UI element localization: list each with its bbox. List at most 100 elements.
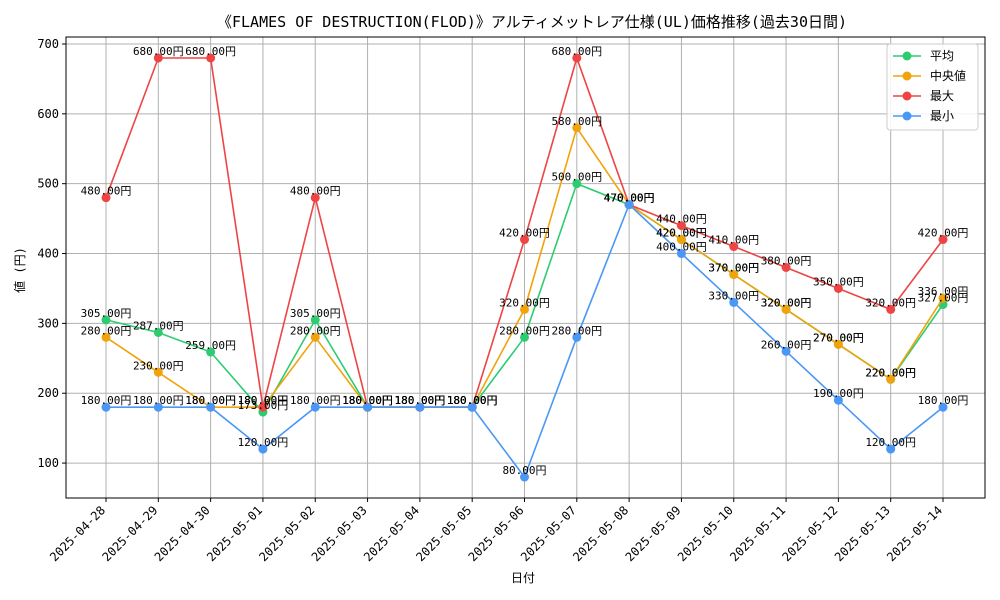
data-point-min (520, 472, 529, 482)
x-axis-ticks: 2025-04-282025-04-292025-04-302025-05-01… (47, 498, 945, 564)
data-label-min: 400.00円 (656, 241, 707, 254)
data-label-max: 420.00円 (918, 227, 969, 240)
data-label-min: 120.00円 (865, 436, 916, 449)
y-axis-label: 値 (円) (12, 247, 27, 293)
data-label-max: 380.00円 (761, 255, 812, 268)
data-point-min (310, 402, 320, 412)
y-tick-label: 400 (37, 247, 59, 261)
data-label-max: 470.00円 (604, 192, 655, 205)
data-point-min (833, 395, 843, 405)
data-point-min (467, 402, 477, 412)
data-point-min (781, 346, 791, 356)
data-label-avg: 470.00円 (604, 192, 655, 205)
data-label-median: 180.00円 (395, 394, 446, 407)
data-label-max: 480.00円 (81, 185, 132, 198)
data-label-avg: 180.00円 (395, 394, 446, 407)
data-label-min: 80.00円 (502, 464, 546, 477)
data-labels: 305.00円287.00円259.00円173.00円305.00円180.0… (81, 45, 969, 477)
data-label-median: 336.00円 (918, 285, 969, 298)
data-label-median: 180.00円 (185, 394, 236, 407)
legend-label-median: 中央値 (930, 68, 966, 83)
data-point-median (729, 269, 739, 279)
series-min (101, 200, 948, 482)
data-label-avg: 500.00円 (551, 171, 602, 184)
data-point-median (886, 374, 896, 384)
data-point-max (101, 193, 111, 203)
data-point-min (363, 402, 373, 412)
data-point-min (729, 297, 739, 307)
data-point-max (729, 242, 739, 252)
legend-marker-median (902, 71, 912, 81)
data-label-avg: 270.00円 (813, 331, 864, 344)
data-label-min: 180.00円 (447, 394, 498, 407)
legend-marker-max (902, 91, 912, 101)
data-point-min (415, 402, 425, 412)
data-label-max: 320.00円 (865, 296, 916, 309)
data-label-max: 480.00円 (290, 185, 341, 198)
data-label-max: 680.00円 (185, 45, 236, 58)
data-point-max (676, 221, 686, 231)
data-label-min: 120.00円 (238, 436, 289, 449)
data-point-min (206, 402, 216, 412)
data-label-median: 320.00円 (761, 296, 812, 309)
data-label-max: 680.00円 (133, 45, 184, 58)
data-point-min (676, 249, 686, 259)
data-point-max (938, 235, 948, 245)
series-max (101, 53, 948, 412)
data-point-avg (153, 327, 163, 337)
data-label-min: 330.00円 (708, 289, 759, 302)
data-label-min: 190.00円 (813, 387, 864, 400)
data-label-median: 180.00円 (238, 394, 289, 407)
legend-marker-min (902, 111, 912, 121)
legend-label-avg: 平均 (930, 49, 954, 63)
data-label-avg: 370.00円 (708, 261, 759, 274)
data-point-min (101, 402, 111, 412)
data-label-median: 180.00円 (342, 394, 393, 407)
data-label-median: 370.00円 (708, 261, 759, 274)
data-label-avg: 420.00円 (656, 227, 707, 240)
data-label-min: 180.00円 (290, 394, 341, 407)
data-point-min (153, 402, 163, 412)
data-label-min: 180.00円 (342, 394, 393, 407)
data-point-median (520, 304, 529, 314)
x-axis-label: 日付 (511, 571, 535, 585)
data-label-avg: 305.00円 (81, 307, 132, 320)
y-tick-label: 200 (37, 386, 59, 400)
data-point-max (886, 304, 896, 314)
legend-label-min: 最小 (930, 109, 954, 123)
data-label-avg: 305.00円 (290, 307, 341, 320)
data-label-max: 350.00円 (813, 275, 864, 288)
data-label-avg: 259.00円 (185, 339, 236, 352)
data-label-median: 280.00円 (81, 324, 132, 337)
data-point-min (258, 444, 268, 454)
data-point-median (572, 123, 582, 133)
data-label-avg: 220.00円 (865, 366, 916, 379)
data-label-max: 420.00円 (499, 227, 550, 240)
data-point-max (781, 263, 791, 272)
data-label-median: 220.00円 (865, 366, 916, 379)
y-tick-label: 700 (37, 37, 59, 51)
data-label-median: 280.00円 (290, 324, 341, 337)
data-point-avg (310, 315, 320, 325)
data-label-avg: 180.00円 (447, 394, 498, 407)
data-point-avg (101, 315, 111, 325)
data-point-max (310, 193, 320, 203)
data-point-max (520, 235, 529, 245)
data-label-min: 280.00円 (551, 324, 602, 337)
x-tick-label: 2025-05-14 (884, 503, 945, 564)
y-axis-ticks: 100 200 300 400 500 600 700 (37, 37, 66, 470)
data-label-min: 180.00円 (918, 394, 969, 407)
plot-area-frame (65, 36, 986, 499)
data-label-median: 320.00円 (499, 296, 550, 309)
data-point-median (781, 304, 791, 314)
data-point-avg (206, 347, 216, 357)
series-lines (101, 53, 948, 482)
data-label-median: 420.00円 (656, 227, 707, 240)
data-point-median (833, 339, 843, 349)
data-label-max: 180.00円 (447, 394, 498, 407)
data-point-median (676, 235, 686, 245)
data-label-avg: 280.00円 (499, 324, 550, 337)
